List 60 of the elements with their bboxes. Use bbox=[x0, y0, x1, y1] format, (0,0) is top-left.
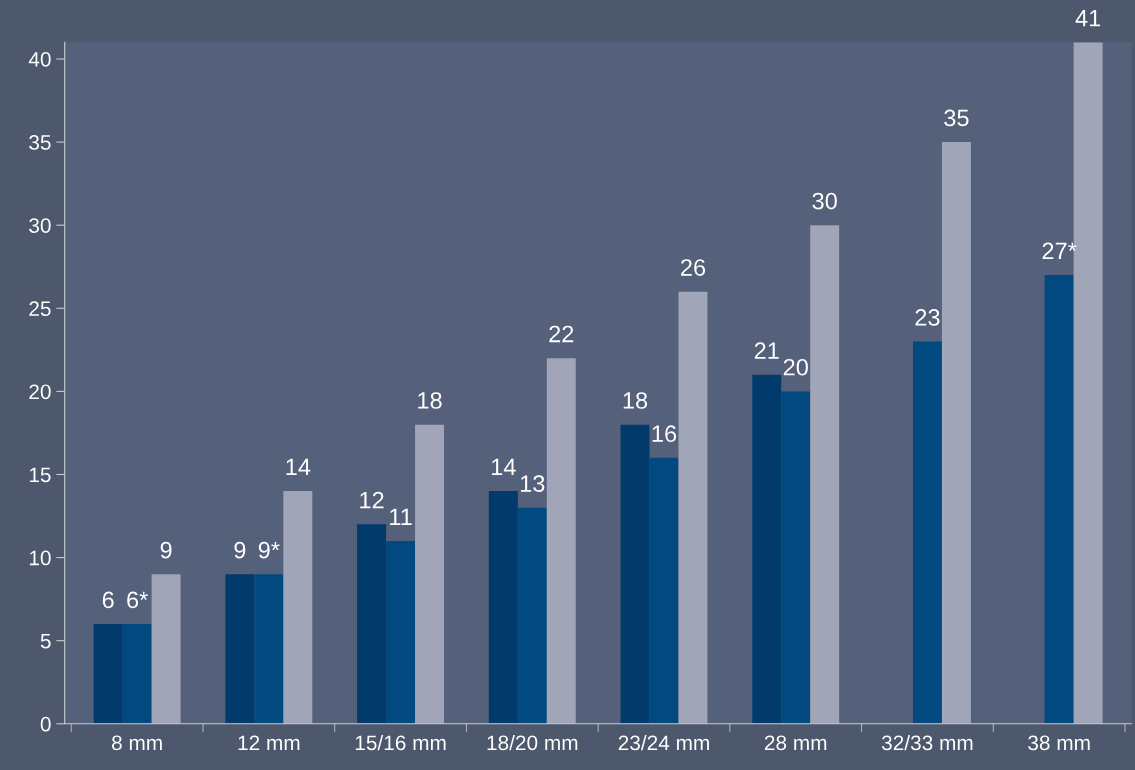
x-tick-label: 12 mm bbox=[238, 735, 300, 751]
x-tick-label: 38 mm bbox=[1028, 735, 1090, 751]
bar bbox=[517, 507, 547, 724]
data-label: 14 bbox=[286, 458, 311, 476]
data-label: 18 bbox=[623, 392, 648, 409]
bar bbox=[752, 374, 782, 724]
data-label: 20 bbox=[783, 358, 808, 376]
data-label: 6* bbox=[127, 591, 148, 609]
bar bbox=[93, 624, 123, 724]
y-tick-label: 40 bbox=[28, 51, 51, 67]
data-label: 35 bbox=[944, 109, 969, 127]
data-label: 6 bbox=[102, 591, 114, 609]
x-tick-label: 15/16 mm bbox=[355, 734, 446, 751]
data-label: 12 bbox=[360, 491, 384, 509]
bar bbox=[1044, 275, 1074, 724]
bar bbox=[810, 225, 840, 724]
data-label: 9 bbox=[160, 541, 172, 559]
x-tick-label: 23/24 mm bbox=[618, 734, 709, 751]
bar bbox=[386, 540, 416, 724]
bar bbox=[415, 424, 445, 724]
data-label: 26 bbox=[681, 259, 706, 276]
data-label: 41 bbox=[1075, 10, 1101, 27]
y-tick-label: 5 bbox=[40, 633, 51, 649]
data-label: 22 bbox=[549, 325, 574, 343]
x-tick-label: 28 mm bbox=[764, 735, 827, 751]
y-tick-label: 0 bbox=[40, 716, 51, 732]
bar bbox=[546, 358, 576, 724]
y-tick-label: 20 bbox=[29, 384, 51, 400]
bar bbox=[225, 574, 255, 724]
data-label: 18 bbox=[418, 392, 442, 409]
y-tick-label: 35 bbox=[29, 135, 51, 150]
bar bbox=[620, 424, 650, 724]
data-label: 14 bbox=[491, 458, 516, 476]
bar bbox=[122, 624, 152, 724]
data-label: 23 bbox=[915, 309, 940, 326]
data-label: 11 bbox=[390, 508, 412, 525]
bar bbox=[254, 574, 284, 724]
bar bbox=[357, 524, 387, 724]
data-label: 27* bbox=[1042, 242, 1077, 260]
y-tick-label: 25 bbox=[29, 301, 51, 317]
bar bbox=[283, 491, 313, 724]
y-tick-label: 15 bbox=[29, 467, 51, 483]
bar bbox=[488, 491, 518, 724]
bar bbox=[151, 574, 181, 724]
bar bbox=[912, 341, 942, 724]
data-label: 16 bbox=[652, 425, 677, 443]
y-tick-label: 30 bbox=[29, 218, 51, 233]
bar bbox=[649, 457, 679, 724]
data-label: 13 bbox=[520, 475, 545, 492]
data-label: 9* bbox=[258, 541, 280, 559]
y-tick-label: 10 bbox=[29, 550, 51, 566]
x-tick-label: 32/33 mm bbox=[881, 734, 973, 751]
x-tick-label: 18/20 mm bbox=[487, 734, 578, 751]
data-label: 21 bbox=[754, 342, 779, 359]
data-label: 30 bbox=[812, 192, 837, 210]
x-tick-label: 8 mm bbox=[112, 735, 162, 751]
bar bbox=[941, 142, 971, 724]
bar bbox=[781, 391, 811, 724]
bar bbox=[678, 291, 708, 724]
data-label: 9 bbox=[234, 541, 246, 559]
